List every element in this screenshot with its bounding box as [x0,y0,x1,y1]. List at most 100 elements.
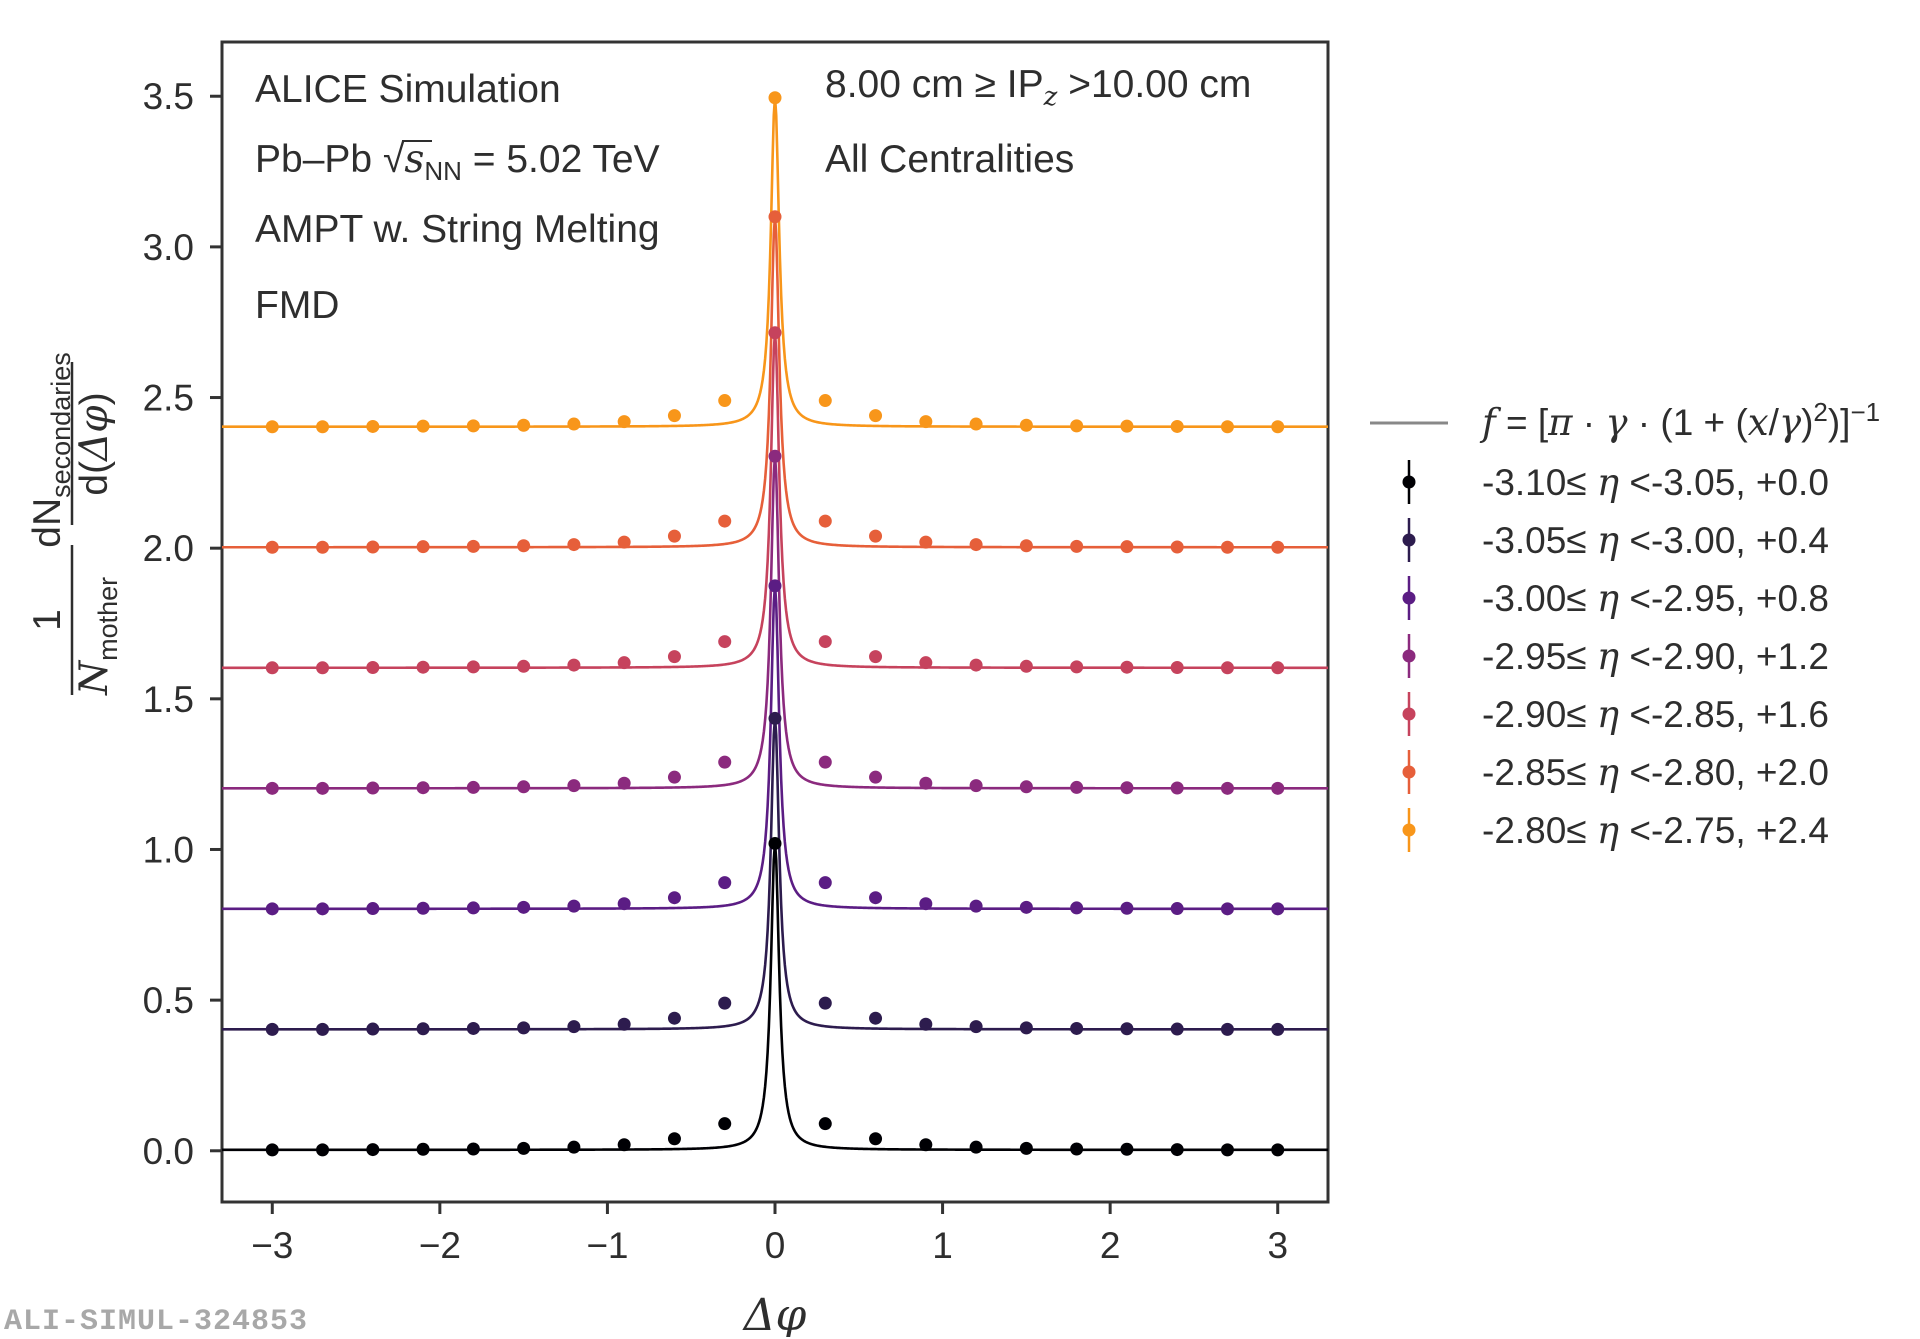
data-point-series-3 [466,780,480,794]
data-point-series-2 [1019,900,1033,914]
svg-text:1: 1 [26,609,69,631]
data-point-series-3 [919,776,933,790]
data-point-series-4 [316,661,330,675]
legend-entry-1: -3.05≤ η <-3.00, +0.4 [1402,518,1829,562]
y-tick-label: 0.0 [143,1131,194,1172]
y-tick-label: 1.5 [143,679,194,720]
data-point-series-5 [919,535,933,549]
data-point-series-2 [718,876,732,890]
annotation-collision-system: Pb–Pb √sNN = 5.02 TeV [255,137,660,186]
data-point-series-6 [1271,420,1285,434]
legend-entry-0: -3.10≤ η <-3.05, +0.0 [1402,460,1829,504]
data-point-series-2 [567,899,581,913]
data-point-series-1 [466,1021,480,1035]
svg-text:d(Δφ): d(Δφ) [72,392,117,495]
data-point-series-5 [567,538,581,552]
data-point-series-0 [969,1140,983,1154]
data-point-series-0 [517,1141,531,1155]
data-point-series-6 [567,417,581,431]
legend-label: -3.10≤ η <-3.05, +0.0 [1482,461,1829,504]
data-point-series-4 [1070,660,1084,674]
legend-marker [1402,475,1416,489]
x-tick-label: −3 [251,1225,293,1266]
data-point-series-1 [517,1021,531,1035]
data-point-series-1 [1120,1022,1134,1036]
legend-label: -2.80≤ η <-2.75, +2.4 [1482,809,1829,852]
x-axis-label: Δφ [742,1290,807,1337]
y-tick-label: 1.0 [143,829,194,870]
data-point-series-3 [1170,781,1184,795]
data-point-series-1 [969,1020,983,1034]
data-point-series-2 [969,899,983,913]
data-point-series-4 [416,660,430,674]
legend-entry-4: -2.90≤ η <-2.85, +1.6 [1402,692,1829,736]
data-point-series-3 [416,781,430,795]
legend-marker [1402,707,1416,721]
data-point-series-0 [818,1117,832,1131]
data-point-series-0 [416,1142,430,1156]
data-point-series-2 [1120,901,1134,915]
data-point-series-2 [316,902,330,916]
legend-label: -2.90≤ η <-2.85, +1.6 [1482,693,1829,736]
sqrt-s: s [404,137,424,182]
legend-marker [1402,533,1416,547]
data-point-series-2 [617,897,631,911]
data-point-series-6 [1120,419,1134,433]
x-tick-label: −2 [419,1225,461,1266]
data-point-series-0 [718,1117,732,1131]
data-point-series-2 [366,902,380,916]
data-point-series-4 [617,656,631,670]
data-point-series-5 [1120,540,1134,554]
data-point-series-4 [1019,659,1033,673]
annotation-vertex-range: 8.00 cm ≥ IPz >10.00 cm [825,63,1251,112]
data-point-series-5 [316,540,330,554]
data-point-series-4 [1220,661,1234,675]
data-point-series-2 [466,901,480,915]
data-point-series-5 [1019,539,1033,553]
x-tick-label: 1 [932,1225,953,1266]
data-point-series-1 [316,1022,330,1036]
data-point-series-6 [1019,418,1033,432]
fit-curve-series-5 [222,215,1328,549]
data-point-series-0 [919,1138,933,1152]
legend-entry-3: -2.95≤ η <-2.90, +1.2 [1402,634,1829,678]
data-point-series-4 [667,650,681,664]
legend-entry-6: -2.80≤ η <-2.75, +2.4 [1402,808,1829,852]
data-point-series-0 [617,1138,631,1152]
legend-entry-5: -2.85≤ η <-2.80, +2.0 [1402,750,1829,794]
data-point-series-4 [265,661,279,675]
data-point-series-5 [869,529,883,543]
data-point-series-4 [1170,660,1184,674]
data-point-series-4 [1271,661,1285,675]
data-point-series-3 [1220,781,1234,795]
data-points [265,91,1285,1157]
fit-curve-series-1 [222,717,1328,1031]
y-tick-label: 2.0 [143,528,194,569]
data-point-series-5 [1220,540,1234,554]
data-point-series-3 [567,779,581,793]
data-point-series-4 [919,656,933,670]
legend-label: -2.85≤ η <-2.80, +2.0 [1482,751,1829,794]
data-point-series-3 [818,755,832,769]
fit-curve-series-0 [222,842,1328,1152]
data-point-series-4 [466,660,480,674]
data-point-series-1 [1271,1022,1285,1036]
data-point-series-1 [768,711,782,725]
data-point-series-6 [1220,420,1234,434]
data-point-series-0 [1271,1143,1285,1157]
y-tick-label: 2.5 [143,378,194,419]
data-point-series-6 [919,415,933,429]
data-point-series-1 [1220,1022,1234,1036]
x-tick-label: 3 [1267,1225,1288,1266]
data-point-series-3 [869,770,883,784]
legend-marker [1402,823,1416,837]
data-point-series-0 [1170,1143,1184,1157]
data-point-series-6 [1170,419,1184,433]
data-point-series-5 [667,529,681,543]
data-point-series-2 [1070,901,1084,915]
annotation-generator: AMPT w. String Melting [255,208,660,251]
data-point-series-4 [1120,660,1134,674]
data-point-series-3 [718,755,732,769]
data-point-series-6 [316,420,330,434]
